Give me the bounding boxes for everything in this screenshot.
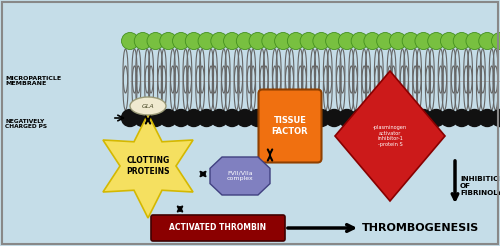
Circle shape (274, 32, 291, 49)
Circle shape (453, 32, 470, 49)
Circle shape (326, 32, 342, 49)
Circle shape (390, 109, 406, 126)
Circle shape (440, 32, 458, 49)
Circle shape (147, 32, 164, 49)
Circle shape (300, 109, 317, 126)
Circle shape (351, 32, 368, 49)
Text: FVII/VIIa
complex: FVII/VIIa complex (226, 170, 254, 181)
Circle shape (300, 32, 317, 49)
Circle shape (351, 109, 368, 126)
Circle shape (288, 32, 304, 49)
Circle shape (160, 32, 177, 49)
Circle shape (134, 109, 152, 126)
Circle shape (364, 32, 381, 49)
Circle shape (428, 109, 444, 126)
Circle shape (198, 32, 215, 49)
Circle shape (326, 109, 342, 126)
Circle shape (478, 109, 496, 126)
Circle shape (402, 32, 419, 49)
Text: ACTIVATED THROMBIN: ACTIVATED THROMBIN (170, 224, 266, 232)
Circle shape (376, 109, 394, 126)
Circle shape (211, 109, 228, 126)
Polygon shape (335, 71, 445, 201)
Text: GLA: GLA (142, 104, 154, 108)
Polygon shape (103, 114, 193, 218)
Circle shape (172, 32, 190, 49)
Circle shape (364, 109, 381, 126)
Circle shape (288, 109, 304, 126)
Circle shape (186, 109, 202, 126)
Circle shape (198, 109, 215, 126)
Circle shape (211, 32, 228, 49)
Circle shape (478, 32, 496, 49)
Circle shape (453, 109, 470, 126)
Text: THROMBOGENESIS: THROMBOGENESIS (362, 223, 478, 233)
Ellipse shape (130, 97, 166, 115)
Circle shape (249, 109, 266, 126)
Circle shape (160, 109, 177, 126)
Text: CLOTTING
PROTEINS: CLOTTING PROTEINS (126, 156, 170, 176)
Circle shape (236, 32, 254, 49)
Polygon shape (210, 157, 270, 195)
Circle shape (440, 109, 458, 126)
Circle shape (262, 109, 279, 126)
Circle shape (466, 32, 483, 49)
Text: INHIBITION
OF
FIBRINOLYSIS: INHIBITION OF FIBRINOLYSIS (460, 176, 500, 196)
Circle shape (224, 109, 240, 126)
Text: TISSUE
FACTOR: TISSUE FACTOR (272, 116, 308, 136)
Circle shape (147, 109, 164, 126)
Circle shape (274, 109, 291, 126)
Circle shape (402, 109, 419, 126)
Circle shape (376, 32, 394, 49)
Circle shape (428, 32, 444, 49)
Circle shape (262, 32, 279, 49)
Circle shape (186, 32, 202, 49)
Circle shape (249, 32, 266, 49)
Circle shape (313, 109, 330, 126)
Circle shape (338, 32, 355, 49)
Circle shape (236, 109, 254, 126)
Circle shape (134, 32, 152, 49)
Text: NEGATIVELY
CHARGED PS: NEGATIVELY CHARGED PS (5, 119, 47, 129)
Circle shape (313, 32, 330, 49)
Circle shape (172, 109, 190, 126)
Circle shape (122, 32, 138, 49)
Text: -plasminogen
activator
inhibitor-1
-protein S: -plasminogen activator inhibitor-1 -prot… (373, 125, 407, 147)
Circle shape (390, 32, 406, 49)
Circle shape (224, 32, 240, 49)
FancyBboxPatch shape (258, 90, 322, 163)
Circle shape (415, 32, 432, 49)
Circle shape (415, 109, 432, 126)
Circle shape (338, 109, 355, 126)
Circle shape (492, 109, 500, 126)
Circle shape (492, 32, 500, 49)
Circle shape (466, 109, 483, 126)
Circle shape (122, 109, 138, 126)
FancyBboxPatch shape (151, 215, 285, 241)
Text: MICROPARTICLE
MEMBRANE: MICROPARTICLE MEMBRANE (5, 76, 61, 86)
